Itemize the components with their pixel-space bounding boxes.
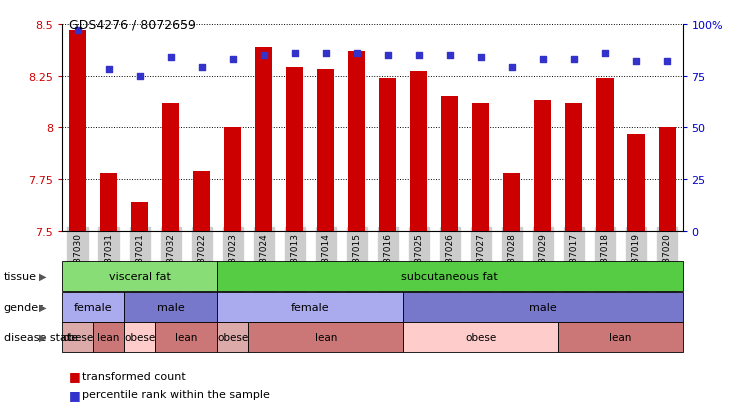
Point xyxy=(227,57,239,63)
Bar xyxy=(218,323,248,352)
Text: ▶: ▶ xyxy=(39,332,46,342)
Text: GDS4276 / 8072659: GDS4276 / 8072659 xyxy=(69,19,196,31)
Bar xyxy=(100,173,117,231)
Bar xyxy=(348,52,365,231)
Text: lean: lean xyxy=(175,332,197,342)
Text: male: male xyxy=(157,302,185,312)
Text: transformed count: transformed count xyxy=(82,371,186,381)
Bar xyxy=(224,128,241,231)
Text: gender: gender xyxy=(4,302,43,312)
Text: lean: lean xyxy=(610,332,631,342)
Point xyxy=(506,65,518,71)
Point xyxy=(413,52,425,59)
Point xyxy=(444,52,456,59)
Text: lean: lean xyxy=(315,332,337,342)
Bar xyxy=(318,70,334,231)
Bar xyxy=(404,292,683,322)
Bar xyxy=(558,323,683,352)
Text: obese: obese xyxy=(124,332,155,342)
Point xyxy=(258,52,269,59)
Bar xyxy=(131,202,148,231)
Text: percentile rank within the sample: percentile rank within the sample xyxy=(82,389,270,399)
Text: obese: obese xyxy=(465,332,496,342)
Bar xyxy=(124,323,155,352)
Bar xyxy=(62,261,218,291)
Point xyxy=(661,59,673,65)
Point xyxy=(320,50,331,57)
Point xyxy=(475,55,487,61)
Bar xyxy=(218,261,683,291)
Text: ■: ■ xyxy=(69,369,85,382)
Point xyxy=(165,55,177,61)
Bar xyxy=(286,68,303,231)
Bar xyxy=(380,78,396,231)
Point xyxy=(72,28,83,34)
Point xyxy=(630,59,642,65)
Text: obese: obese xyxy=(62,332,93,342)
Text: female: female xyxy=(291,302,329,312)
Bar xyxy=(62,292,124,322)
Point xyxy=(599,50,611,57)
Text: visceral fat: visceral fat xyxy=(109,271,171,281)
Bar xyxy=(62,323,93,352)
Bar xyxy=(255,47,272,231)
Bar xyxy=(93,323,124,352)
Bar xyxy=(596,78,613,231)
Bar xyxy=(248,323,404,352)
Bar xyxy=(504,173,520,231)
Bar xyxy=(69,31,86,231)
Bar xyxy=(472,103,489,231)
Point xyxy=(289,50,301,57)
Bar xyxy=(404,323,558,352)
Point xyxy=(537,57,549,63)
Bar xyxy=(193,171,210,231)
Text: female: female xyxy=(74,302,112,312)
Text: subcutaneous fat: subcutaneous fat xyxy=(402,271,499,281)
Text: ■: ■ xyxy=(69,388,85,401)
Bar xyxy=(410,72,427,231)
Bar xyxy=(442,97,458,231)
Bar xyxy=(628,134,645,231)
Bar xyxy=(162,103,179,231)
Point xyxy=(568,57,580,63)
Text: ▶: ▶ xyxy=(39,302,46,312)
Bar xyxy=(566,103,583,231)
Text: lean: lean xyxy=(97,332,120,342)
Text: ▶: ▶ xyxy=(39,271,46,281)
Point xyxy=(196,65,207,71)
Bar xyxy=(155,323,218,352)
Point xyxy=(103,67,115,74)
Bar xyxy=(124,292,218,322)
Bar xyxy=(218,292,404,322)
Point xyxy=(134,73,145,80)
Text: tissue: tissue xyxy=(4,271,36,281)
Bar xyxy=(534,101,551,231)
Text: disease state: disease state xyxy=(4,332,78,342)
Bar xyxy=(658,128,675,231)
Point xyxy=(382,52,393,59)
Text: male: male xyxy=(529,302,557,312)
Point xyxy=(351,50,363,57)
Text: obese: obese xyxy=(217,332,248,342)
